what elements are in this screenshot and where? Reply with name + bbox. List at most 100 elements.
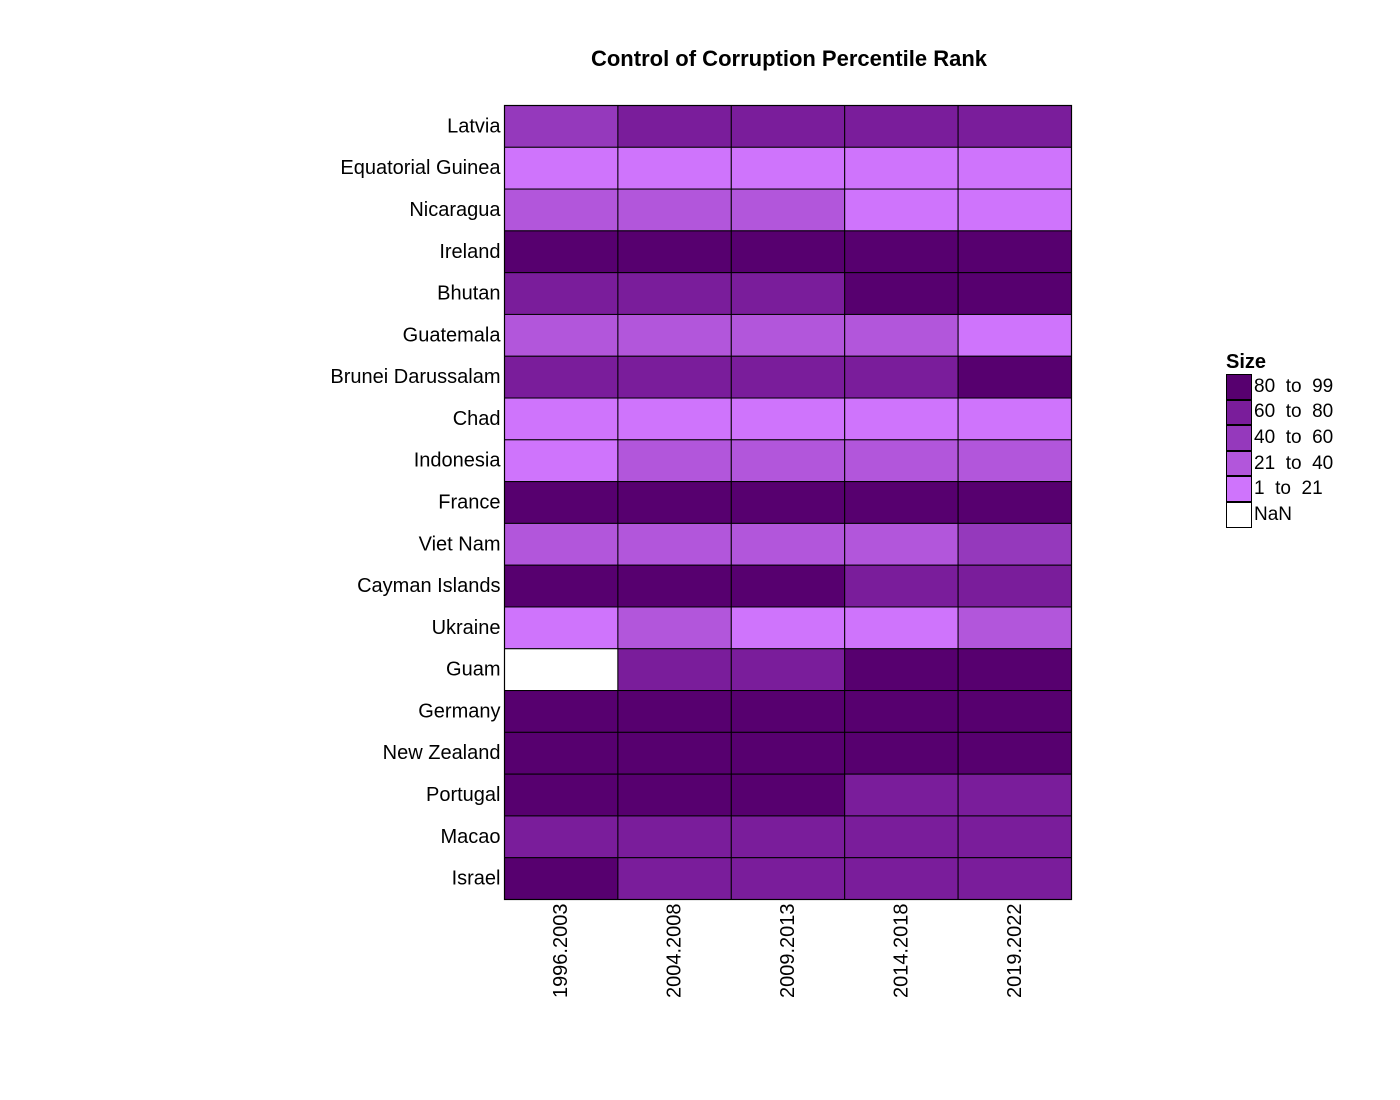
heatmap-cell-new-zealand-2009-2013	[730, 731, 846, 775]
heatmap-cell-germany-1996-2003	[504, 690, 619, 733]
heatmap-cell-bhutan-2014-2018	[844, 272, 959, 315]
heatmap-cell-latvia-2004-2008	[617, 105, 732, 148]
heatmap-cell-bhutan-2004-2008	[617, 272, 732, 315]
legend-label-21-to-40: 21 to 40	[1254, 452, 1334, 474]
heatmap-cell-cayman-islands-2009-2013	[730, 564, 846, 608]
heatmap-cell-indonesia-2014-2018	[844, 439, 959, 483]
heatmap-cell-macao-2019-2022	[957, 815, 1072, 859]
heatmap-cell-germany-2019-2022	[957, 690, 1072, 733]
heatmap-cell-israel-2009-2013	[730, 857, 846, 900]
heatmap-cell-brunei-darussalam-2019-2022	[957, 355, 1072, 399]
heatmap-cell-indonesia-2004-2008	[617, 439, 732, 483]
heatmap-cell-cayman-islands-2019-2022	[957, 564, 1072, 608]
legend-swatch-nan	[1226, 501, 1252, 528]
heatmap-cell-bhutan-2009-2013	[730, 272, 846, 315]
heatmap-cell-ireland-2019-2022	[957, 230, 1072, 274]
x-axis-tick-labels: 1996.2003 2004.2008 2009.2013 2014.2018 2019…	[550, 904, 1026, 999]
heatmap-cell-israel-2019-2022	[957, 857, 1072, 900]
legend-item-80-to-99: 80 to 99	[1226, 374, 1333, 400]
heatmap-cell-germany-2004-2008	[617, 690, 732, 733]
heatmap-cell-latvia-2014-2018	[844, 105, 959, 148]
heatmap-cell-guatemala-2009-2013	[730, 313, 846, 357]
heatmap-cell-new-zealand-2014-2018	[844, 731, 959, 775]
heatmap-cell-macao-2004-2008	[617, 815, 732, 859]
y-tick-label-guatemala: Guatemala	[403, 324, 502, 346]
heatmap-cell-equatorial-guinea-2009-2013	[730, 146, 846, 190]
legend-title: Size	[1226, 351, 1267, 373]
legend-swatch-1-to-21	[1226, 476, 1252, 502]
heatmap-cell-france-2014-2018	[844, 481, 959, 524]
heatmap-cell-portugal-2014-2018	[844, 773, 959, 817]
y-tick-label-cayman-islands: Cayman Islands	[357, 575, 500, 597]
heatmap-cell-equatorial-guinea-2004-2008	[617, 146, 732, 190]
heatmap-cell-guatemala-2019-2022	[957, 313, 1072, 357]
heatmap-cell-france-2009-2013	[730, 481, 846, 524]
heatmap-cell-portugal-2004-2008	[617, 773, 732, 817]
heatmap-cell-nicaragua-1996-2003	[504, 188, 619, 232]
plot-border	[503, 104, 1073, 901]
heatmap-cell-brunei-darussalam-2004-2008	[617, 355, 732, 399]
y-tick-label-germany: Germany	[418, 700, 500, 722]
heatmap-cell-israel-2004-2008	[617, 857, 732, 900]
heatmap-cell-guam-2019-2022	[957, 648, 1072, 692]
y-tick-label-bhutan: Bhutan	[437, 283, 500, 305]
x-tick-label-2009-2013: 2009.2013	[777, 904, 799, 999]
heatmap-cell-cayman-islands-2014-2018	[844, 564, 959, 608]
heatmap-cell-equatorial-guinea-2014-2018	[844, 146, 959, 190]
heatmap-cell-israel-1996-2003	[504, 857, 619, 900]
heatmap-cell-macao-1996-2003	[504, 815, 619, 859]
legend-items: 80 to 99 60 to 80 40 to 60 21 to 40 1 to 21 N…	[1226, 374, 1333, 528]
heatmap-cell-latvia-2019-2022	[957, 105, 1072, 148]
legend: Size 80 to 99 60 to 80 40 to 60 21 to 40 1 t…	[1226, 351, 1333, 528]
heatmap-cell-israel-2014-2018	[844, 857, 959, 900]
heatmap-cell-viet-nam-2009-2013	[730, 522, 846, 566]
legend-swatch-21-to-40	[1226, 450, 1252, 477]
heatmap-cell-guatemala-1996-2003	[504, 313, 619, 357]
heatmap-cell-latvia-2009-2013	[730, 105, 846, 148]
y-tick-label-guam: Guam	[446, 659, 500, 681]
legend-label-40-to-60: 40 to 60	[1254, 426, 1334, 448]
heatmap-cell-brunei-darussalam-2009-2013	[730, 355, 846, 399]
legend-label-nan: NaN	[1254, 503, 1293, 525]
heatmap-cell-bhutan-2019-2022	[957, 272, 1072, 315]
heatmap-cell-france-1996-2003	[504, 481, 619, 524]
heatmap-cell-viet-nam-2014-2018	[844, 522, 959, 566]
heatmap-cell-ireland-2004-2008	[617, 230, 732, 274]
x-tick-label-1996-2003: 1996.2003	[550, 904, 572, 999]
heatmap-cell-portugal-1996-2003	[504, 773, 619, 817]
heatmap-cell-equatorial-guinea-1996-2003	[504, 146, 619, 190]
legend-item-40-to-60: 40 to 60	[1226, 425, 1333, 451]
legend-label-80-to-99: 80 to 99	[1254, 375, 1334, 397]
heatmap-cell-new-zealand-2004-2008	[617, 731, 732, 775]
heatmap-cell-equatorial-guinea-2019-2022	[957, 146, 1072, 190]
heatmap-cell-guam-1996-2003	[504, 648, 619, 692]
heatmap-cell-portugal-2009-2013	[730, 773, 846, 817]
heatmap-cell-guatemala-2014-2018	[844, 313, 959, 357]
y-tick-label-ireland: Ireland	[439, 241, 500, 263]
legend-swatch-60-to-80	[1226, 399, 1252, 426]
heatmap-cell-nicaragua-2009-2013	[730, 188, 846, 232]
legend-swatch-80-to-99	[1226, 374, 1252, 400]
heatmap-cell-viet-nam-2019-2022	[957, 522, 1072, 566]
legend-swatch-40-to-60	[1226, 425, 1252, 451]
legend-label-1-to-21: 1 to 21	[1254, 478, 1323, 500]
heatmap-cell-indonesia-2019-2022	[957, 439, 1072, 483]
x-tick-label-2019-2022: 2019.2022	[1004, 904, 1026, 999]
heatmap-cell-brunei-darussalam-1996-2003	[504, 355, 619, 399]
heatmap-cell-indonesia-2009-2013	[730, 439, 846, 483]
heatmap-cell-guam-2014-2018	[844, 648, 959, 692]
x-tick-label-2014-2018: 2014.2018	[890, 904, 912, 999]
heatmap-cell-guam-2004-2008	[617, 648, 732, 692]
heatmap-cell-bhutan-1996-2003	[504, 272, 619, 315]
y-tick-label-ukraine: Ukraine	[432, 617, 501, 639]
heatmap-cell-macao-2009-2013	[730, 815, 846, 859]
heatmap-cell-guatemala-2004-2008	[617, 313, 732, 357]
heatmap-cell-macao-2014-2018	[844, 815, 959, 859]
heatmap-cell-cayman-islands-1996-2003	[504, 564, 619, 608]
heatmap-cell-france-2019-2022	[957, 481, 1072, 524]
y-tick-label-new-zealand: New Zealand	[383, 742, 501, 764]
heatmap-cell-chad-2009-2013	[730, 397, 846, 441]
heatmap-cell-new-zealand-2019-2022	[957, 731, 1072, 775]
legend-item-nan: NaN	[1226, 501, 1333, 528]
